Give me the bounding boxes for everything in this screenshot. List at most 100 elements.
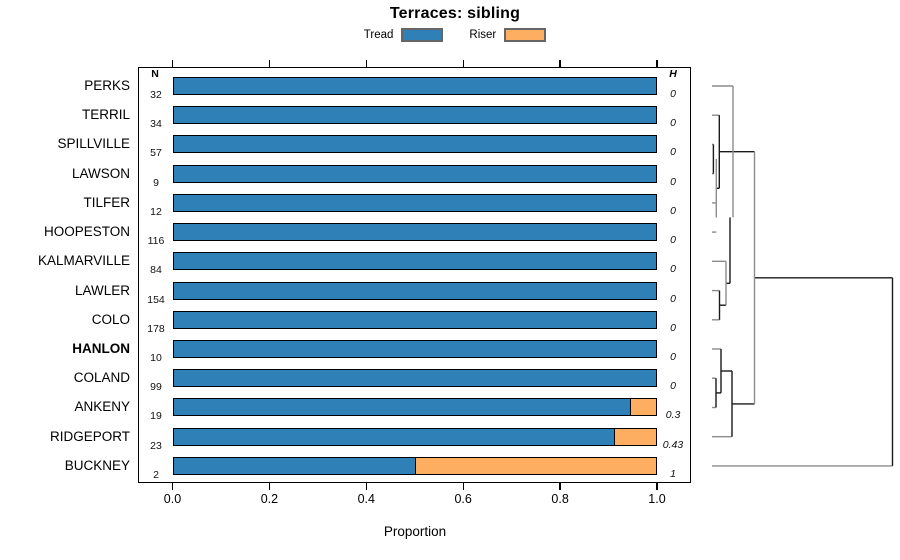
x-axis-tick-bottom bbox=[656, 483, 658, 490]
bar-ridgeport bbox=[172, 427, 657, 446]
x-axis-tick-top bbox=[559, 60, 561, 67]
x-axis-tick-top bbox=[462, 60, 464, 67]
bar-segment-riser bbox=[414, 457, 656, 474]
row-label-buckney: BUCKNEY bbox=[64, 457, 130, 473]
legend-item-tread: Tread bbox=[364, 28, 444, 42]
n-value: 2 bbox=[153, 468, 159, 481]
h-value: 0 bbox=[670, 175, 676, 188]
h-value: 0 bbox=[670, 88, 676, 100]
h-value: 0 bbox=[670, 117, 676, 130]
x-axis-tick-label: 0.4 bbox=[357, 492, 375, 506]
column-header-h: H bbox=[669, 68, 677, 80]
bar-lawson bbox=[172, 164, 657, 183]
h-value: 1 bbox=[670, 467, 676, 480]
legend-swatch-tread bbox=[401, 28, 444, 42]
bar-ankeny bbox=[172, 398, 657, 417]
row-label-hanlon: HANLON bbox=[72, 340, 130, 356]
x-axis-tick-bottom bbox=[171, 483, 174, 490]
bar-buckney bbox=[172, 456, 657, 475]
n-value: 99 bbox=[150, 381, 162, 394]
h-value: 0 bbox=[670, 204, 676, 217]
bar-segment-riser bbox=[630, 399, 656, 416]
h-value: 0 bbox=[670, 321, 676, 334]
x-axis-tick-label: 0.6 bbox=[454, 492, 472, 506]
row-label-ridgeport: RIDGEPORT bbox=[49, 428, 130, 444]
column-header-n: N bbox=[151, 68, 159, 80]
chart-title: Terraces: sibling bbox=[389, 5, 521, 22]
plot-frame bbox=[138, 67, 691, 483]
bar-terril bbox=[172, 106, 657, 125]
row-label-lawler: LAWLER bbox=[74, 282, 130, 298]
bar-lawler bbox=[172, 281, 657, 300]
row-label-coland: COLAND bbox=[73, 370, 130, 386]
n-value: 10 bbox=[150, 351, 162, 364]
legend-label-tread: Tread bbox=[363, 29, 394, 41]
bar-coland bbox=[172, 369, 657, 388]
bar-segment-tread bbox=[173, 370, 656, 387]
n-value: 12 bbox=[150, 205, 162, 218]
x-axis-label: Proportion bbox=[383, 524, 447, 539]
x-axis-tick-top bbox=[268, 60, 271, 67]
n-value: 32 bbox=[150, 89, 162, 101]
bar-segment-riser bbox=[614, 428, 656, 445]
bar-segment-tread bbox=[173, 340, 656, 357]
n-value: 154 bbox=[147, 293, 165, 306]
bar-segment-tread bbox=[173, 457, 415, 474]
legend-item-riser: Riser bbox=[469, 28, 547, 42]
row-label-perks: PERKS bbox=[84, 78, 130, 93]
row-label-kalmarville: KALMARVILLE bbox=[37, 253, 130, 269]
x-axis-tick-top bbox=[365, 60, 367, 67]
n-value: 84 bbox=[150, 264, 162, 277]
h-value: 0.43 bbox=[662, 438, 684, 451]
row-label-tilfer: TILFER bbox=[83, 194, 130, 210]
h-value: 0 bbox=[670, 234, 676, 247]
bar-segment-tread bbox=[173, 282, 656, 299]
h-value: 0.3 bbox=[665, 409, 681, 422]
x-axis-tick-label: 0.0 bbox=[163, 492, 182, 506]
row-label-lawson: LAWSON bbox=[71, 165, 130, 181]
bar-perks bbox=[172, 77, 657, 95]
row-label-ankeny: ANKENY bbox=[74, 399, 130, 415]
h-value: 0 bbox=[670, 350, 676, 363]
bar-segment-tread bbox=[173, 428, 615, 445]
row-label-terril: TERRIL bbox=[81, 107, 130, 123]
x-axis-tick-label: 0.8 bbox=[551, 492, 569, 506]
bar-segment-tread bbox=[173, 224, 656, 241]
row-label-colo: COLO bbox=[91, 311, 130, 327]
bar-hanlon bbox=[172, 339, 657, 358]
n-value: 57 bbox=[150, 147, 162, 160]
h-value: 0 bbox=[670, 380, 676, 393]
n-value: 178 bbox=[147, 322, 165, 335]
bar-tilfer bbox=[172, 193, 657, 212]
bar-segment-tread bbox=[173, 194, 656, 211]
legend-label-riser: Riser bbox=[469, 29, 497, 41]
x-axis-tick-top bbox=[656, 60, 658, 67]
legend: Tread Riser bbox=[255, 26, 655, 44]
bar-segment-tread bbox=[173, 136, 656, 153]
row-label-hoopeston: HOOPESTON bbox=[43, 224, 130, 240]
n-value: 19 bbox=[150, 410, 162, 423]
bar-colo bbox=[172, 310, 657, 329]
x-axis-tick-bottom bbox=[268, 483, 271, 490]
bar-segment-tread bbox=[173, 107, 656, 124]
x-axis-tick-top bbox=[171, 60, 174, 67]
row-label-spillville: SPILLVILLE bbox=[57, 136, 130, 152]
x-axis-tick-label: 1.0 bbox=[648, 492, 666, 506]
bar-segment-tread bbox=[173, 165, 656, 182]
h-value: 0 bbox=[670, 263, 676, 276]
n-value: 9 bbox=[153, 176, 159, 189]
x-axis-tick-bottom bbox=[559, 483, 561, 490]
bar-segment-tread bbox=[173, 311, 656, 328]
n-value: 34 bbox=[150, 118, 162, 131]
n-value: 116 bbox=[147, 235, 165, 248]
h-value: 0 bbox=[670, 292, 676, 305]
x-axis-tick-bottom bbox=[462, 483, 464, 490]
bar-kalmarville bbox=[172, 252, 657, 271]
bar-segment-tread bbox=[173, 253, 656, 270]
bar-spillville bbox=[172, 135, 657, 154]
h-value: 0 bbox=[670, 146, 676, 159]
x-axis-tick-label: 0.2 bbox=[260, 492, 279, 506]
x-axis-tick-bottom bbox=[365, 483, 367, 490]
n-value: 23 bbox=[150, 439, 162, 452]
